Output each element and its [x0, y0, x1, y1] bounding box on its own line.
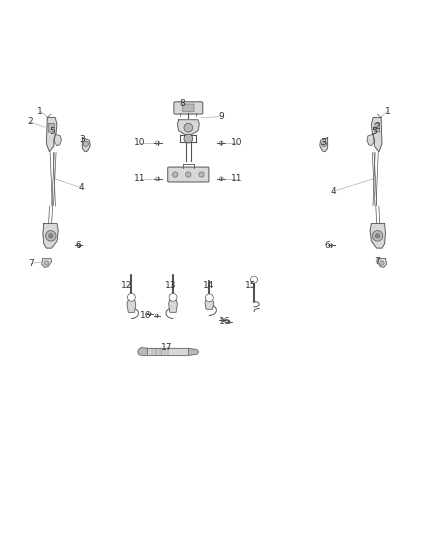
Text: 5: 5: [49, 127, 56, 136]
Polygon shape: [205, 300, 214, 309]
Circle shape: [321, 141, 327, 147]
Circle shape: [83, 141, 88, 147]
Polygon shape: [138, 348, 148, 356]
Polygon shape: [54, 134, 61, 146]
Polygon shape: [370, 223, 385, 248]
Text: 1: 1: [37, 107, 43, 116]
FancyBboxPatch shape: [168, 167, 209, 182]
Circle shape: [184, 134, 193, 143]
Polygon shape: [169, 300, 177, 312]
Text: 16: 16: [219, 317, 230, 326]
Circle shape: [49, 233, 53, 238]
Circle shape: [156, 141, 159, 145]
Circle shape: [227, 320, 230, 323]
Polygon shape: [42, 259, 52, 268]
Circle shape: [221, 318, 224, 321]
Text: 4: 4: [78, 183, 84, 192]
Text: 11: 11: [231, 174, 242, 183]
Circle shape: [44, 261, 49, 265]
Text: 6: 6: [75, 241, 81, 250]
Circle shape: [46, 231, 56, 241]
Text: 10: 10: [231, 139, 242, 148]
Text: 8: 8: [179, 99, 185, 108]
Circle shape: [184, 123, 193, 132]
Circle shape: [375, 233, 380, 238]
Polygon shape: [371, 118, 382, 152]
Circle shape: [372, 231, 383, 241]
Circle shape: [186, 172, 191, 177]
Text: 7: 7: [28, 259, 35, 268]
Circle shape: [219, 177, 223, 181]
Text: 2: 2: [27, 117, 32, 126]
Polygon shape: [46, 118, 57, 152]
Text: 14: 14: [203, 281, 214, 290]
Circle shape: [148, 312, 152, 316]
Text: 11: 11: [134, 174, 146, 183]
Text: 17: 17: [161, 343, 172, 352]
Circle shape: [156, 177, 159, 181]
Circle shape: [127, 293, 135, 301]
Polygon shape: [320, 138, 328, 152]
Text: 6: 6: [325, 241, 331, 250]
Text: 12: 12: [120, 281, 132, 290]
Text: 13: 13: [165, 281, 177, 290]
FancyBboxPatch shape: [174, 102, 203, 114]
Text: 3: 3: [320, 138, 326, 147]
Text: 3: 3: [79, 135, 85, 144]
Text: 16: 16: [140, 311, 151, 320]
Text: 1: 1: [385, 107, 391, 116]
Circle shape: [77, 244, 81, 247]
Polygon shape: [377, 259, 387, 268]
Text: 10: 10: [134, 139, 146, 148]
Polygon shape: [43, 223, 58, 248]
Circle shape: [205, 294, 213, 302]
Polygon shape: [177, 120, 199, 135]
FancyBboxPatch shape: [48, 123, 54, 132]
Polygon shape: [127, 300, 136, 312]
Polygon shape: [367, 134, 374, 146]
Circle shape: [199, 172, 204, 177]
Circle shape: [329, 244, 333, 247]
Polygon shape: [146, 349, 190, 356]
Circle shape: [251, 276, 258, 283]
Text: 5: 5: [371, 127, 377, 136]
Text: 4: 4: [331, 187, 336, 196]
Polygon shape: [188, 349, 198, 356]
Circle shape: [169, 293, 177, 301]
Text: 2: 2: [375, 122, 380, 131]
Circle shape: [155, 314, 158, 317]
Circle shape: [219, 141, 223, 145]
FancyBboxPatch shape: [183, 104, 194, 112]
Text: 15: 15: [245, 281, 256, 290]
Circle shape: [173, 172, 178, 177]
Circle shape: [380, 261, 384, 265]
Polygon shape: [82, 138, 90, 152]
Text: 7: 7: [374, 257, 381, 266]
Text: 9: 9: [218, 112, 224, 121]
FancyBboxPatch shape: [374, 123, 380, 132]
